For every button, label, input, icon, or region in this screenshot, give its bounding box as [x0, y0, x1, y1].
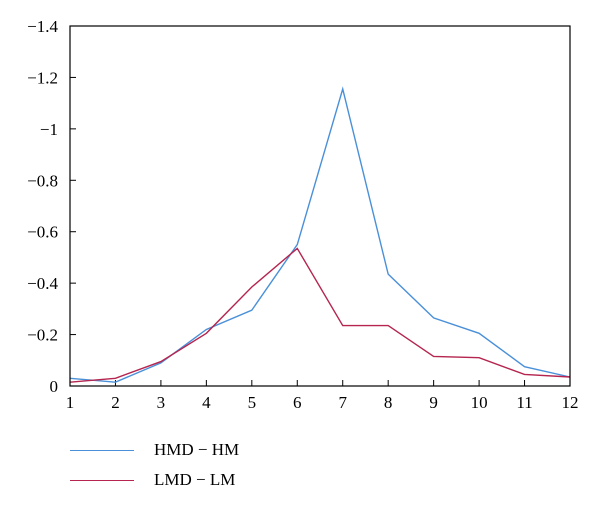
x-tick-label: 2 [111, 393, 120, 412]
y-tick-label: −0.4 [27, 274, 58, 293]
legend-swatch-hmd-hm [70, 449, 134, 451]
x-tick-label: 11 [516, 393, 532, 412]
x-tick-label: 8 [384, 393, 393, 412]
series-line-0 [69, 86, 571, 383]
x-tick-label: 7 [338, 393, 347, 412]
series-lines [69, 86, 571, 383]
plot-frame [69, 25, 571, 387]
y-tick-label: −0.8 [27, 171, 58, 190]
x-tick-label: 1 [66, 393, 75, 412]
y-tick-label: −1.2 [27, 68, 58, 87]
y-tick-label: 0 [50, 377, 59, 396]
x-tick-label: 12 [562, 393, 579, 412]
x-tick-label: 9 [429, 393, 438, 412]
legend-swatch-lmd-lm [70, 479, 134, 481]
x-tick-label: 4 [202, 393, 211, 412]
legend-label-hmd-hm: HMD − HM [154, 440, 240, 459]
x-tick-label: 10 [471, 393, 488, 412]
legend-label-lmd-lm: LMD − LM [154, 470, 236, 489]
y-tick-label: −0.6 [27, 223, 58, 242]
y-tick-label: −1.4 [27, 17, 58, 36]
y-axis-ticks: 0 −0.2 −0.4 −0.6 −0.8 −1 −1.2 −1.4 [27, 17, 76, 396]
x-axis-ticks: 1 2 3 4 5 6 7 8 9 10 11 12 [66, 380, 579, 412]
x-tick-label: 3 [157, 393, 166, 412]
x-tick-label: 5 [248, 393, 257, 412]
y-tick-label: −0.2 [27, 326, 58, 345]
legend-item-lmd-lm: LMD − LM [70, 470, 235, 490]
x-tick-label: 6 [293, 393, 302, 412]
legend-item-hmd-hm: HMD − HM [70, 440, 239, 460]
series-line-1 [69, 247, 571, 383]
line-chart: 0−0.2−0.4−0.6−0.8−1−1.2−1.4 1 2 3 4 5 6 7 8 9 10 1… [27, 17, 579, 412]
y-tick-label: −1 [40, 120, 58, 139]
